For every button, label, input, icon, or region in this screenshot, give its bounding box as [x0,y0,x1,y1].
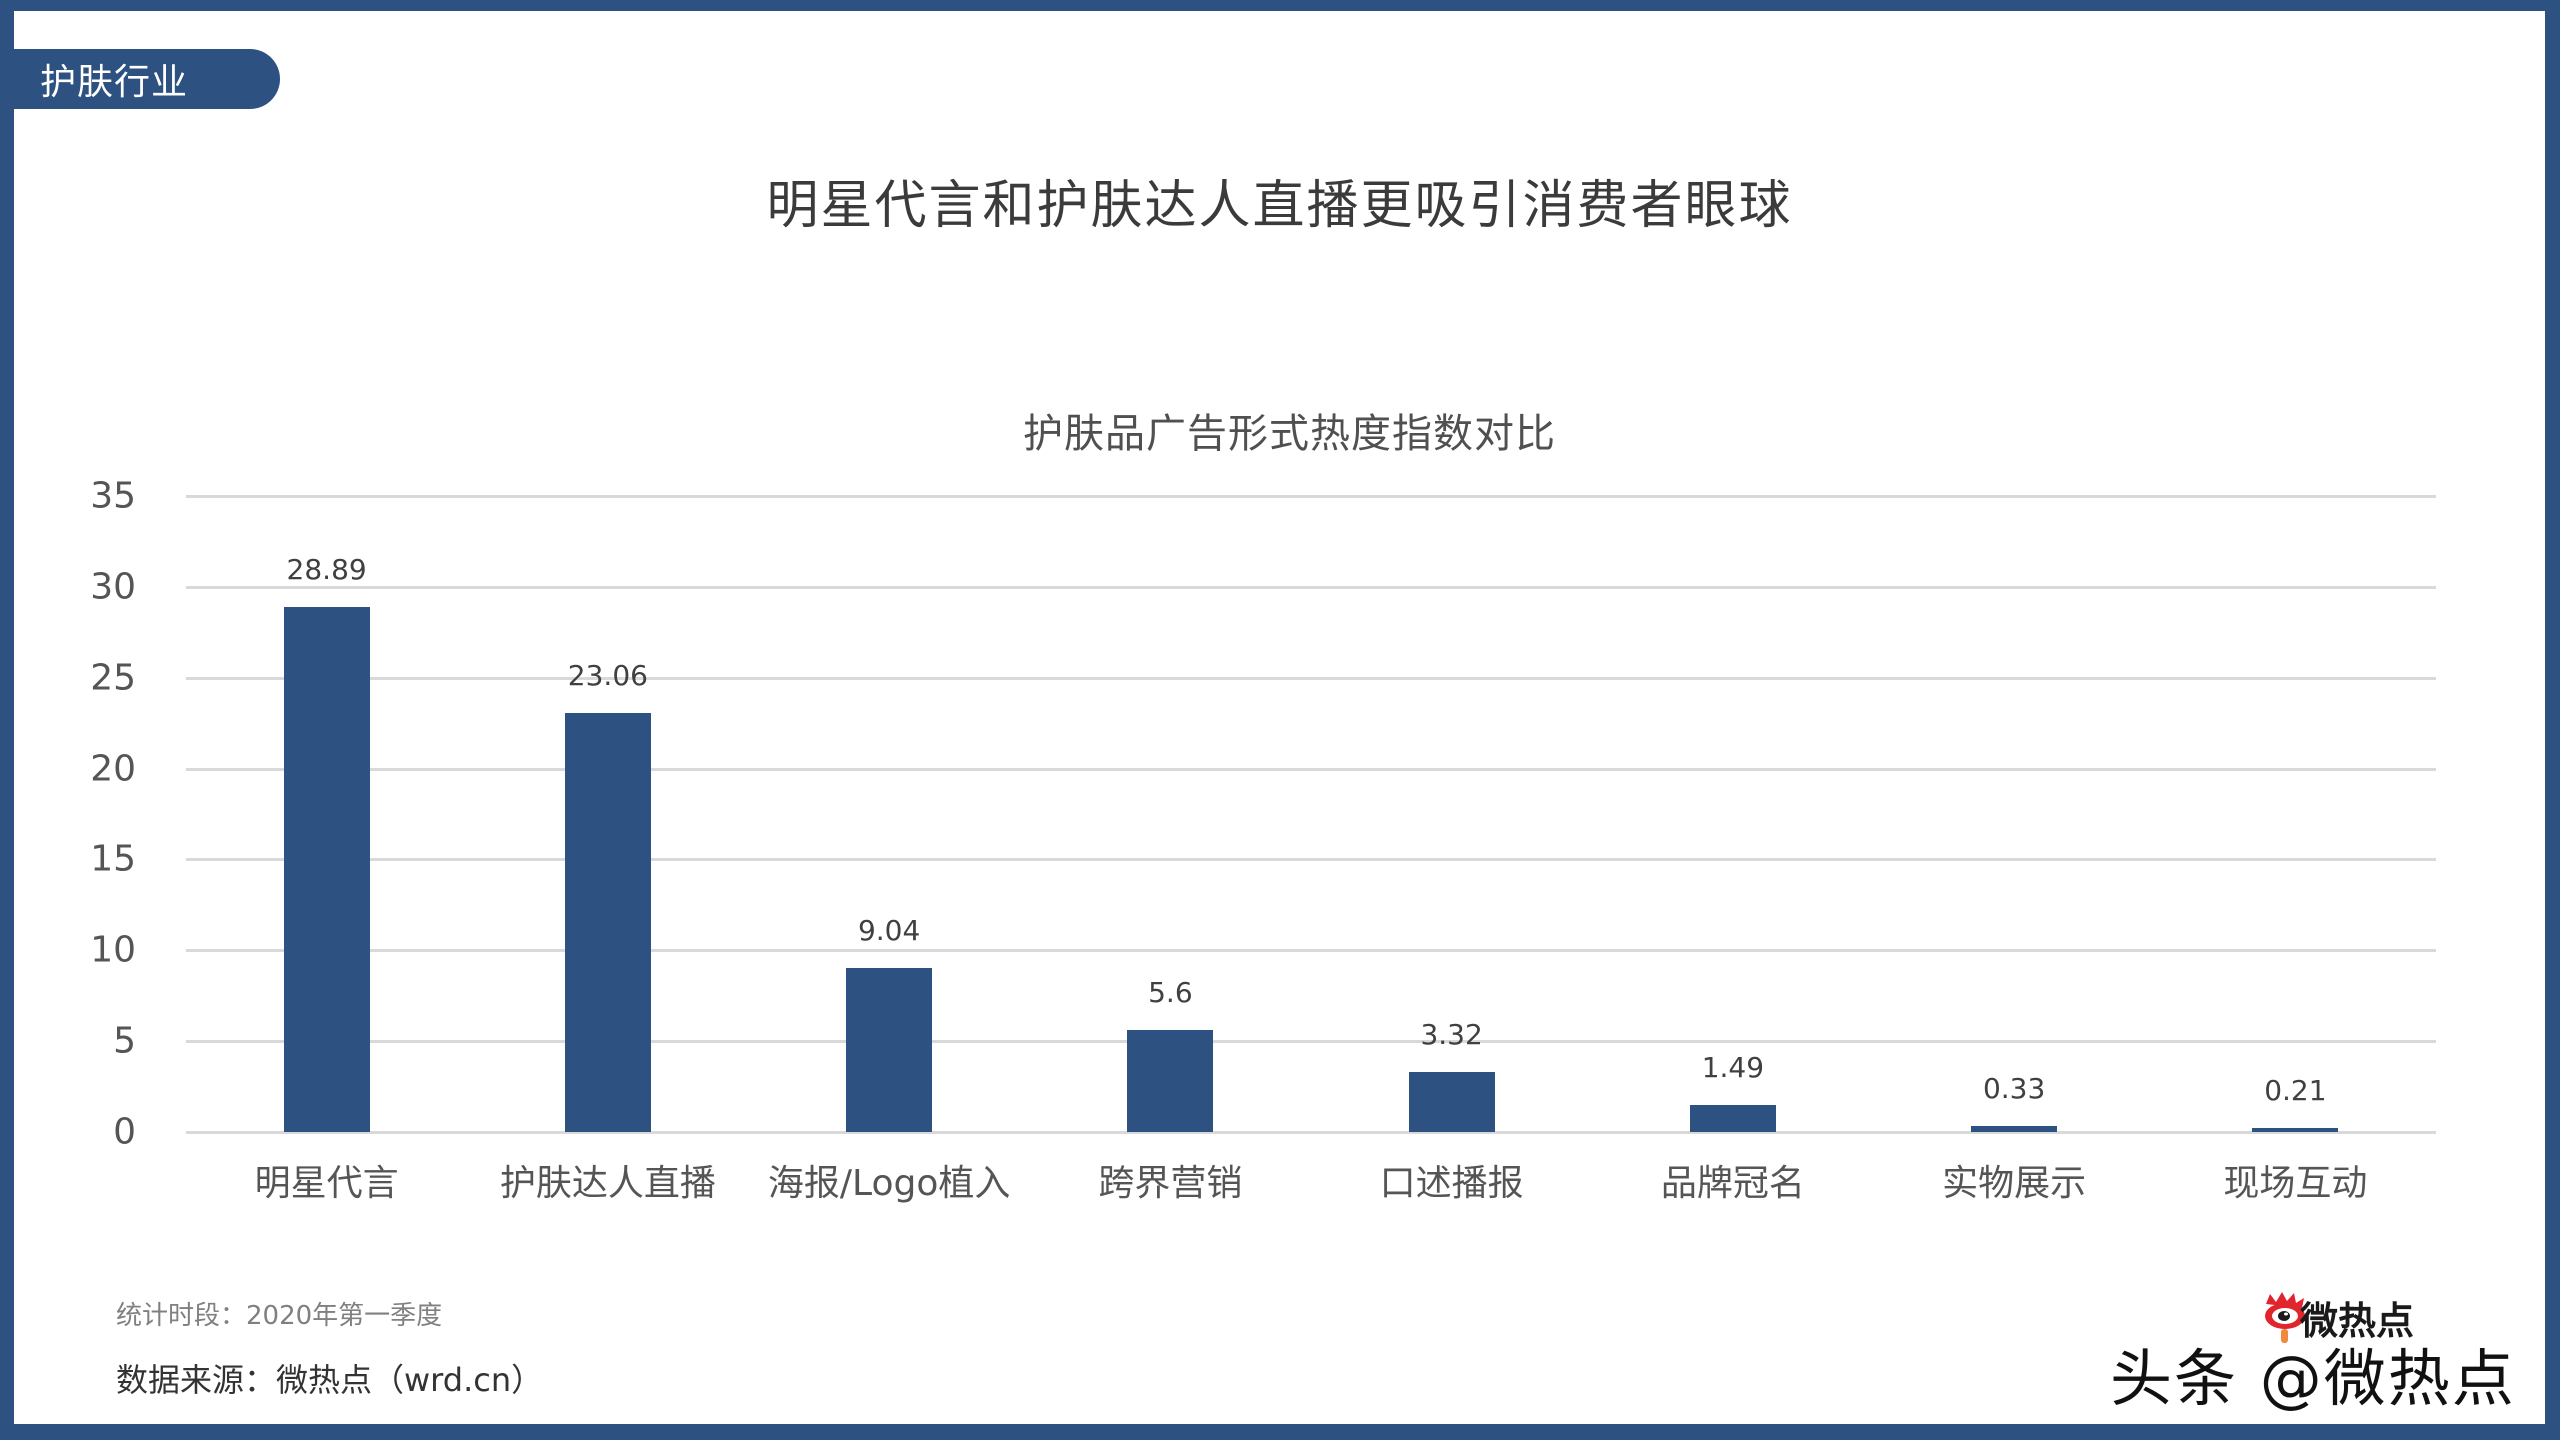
y-axis-tick-label: 5 [113,1020,136,1062]
y-axis-tick-label: 25 [90,657,136,699]
bar-value-label: 9.04 [857,913,921,947]
x-axis-category-label: 明星代言 [254,1163,399,1204]
x-axis-category-label: 跨界营销 [1098,1163,1243,1204]
x-axis-category-label: 海报/Logo植入 [767,1163,1011,1204]
bar-value-label: 0.33 [1982,1072,2046,1105]
watermark-overlay-text: 头条 @微热点 [2110,1342,2516,1415]
bar-value-label: 28.89 [286,553,367,587]
weibo-eye-icon [2265,1292,2305,1343]
bar [283,607,370,1132]
bar [1127,1030,1214,1132]
gridline [186,1040,2436,1044]
bar-value-label: 0.21 [2264,1074,2327,1108]
chart-title: 护肤品广告形式热度指数对比 [1023,411,1556,457]
page-title: 明星代言和护肤达人直播更吸引消费者眼球 [766,176,1793,236]
bar [1689,1104,1776,1132]
bar [1408,1071,1495,1132]
bar-value-label: 23.06 [567,658,648,692]
watermark-logo-text: 微热点 [2300,1299,2415,1343]
industry-tag: 护肤行业 [14,49,280,109]
x-axis-category-label: 实物展示 [1942,1163,2087,1204]
statistics-period: 统计时段：2020年第一季度 [116,1301,443,1331]
y-axis-tick-label: 30 [90,566,136,608]
bar-value-label: 1.49 [1701,1050,1765,1084]
y-axis-tick-label: 10 [90,929,136,971]
slide-frame: 护肤行业 明星代言和护肤达人直播更吸引消费者眼球 护肤品广告形式热度指数对比 0… [14,11,2545,1424]
bar [846,967,933,1132]
gridline [186,495,2436,498]
gridline [186,676,2436,680]
bar-value-label: 3.32 [1420,1017,1483,1051]
data-source: 数据来源：微热点（wrd.cn） [116,1361,544,1399]
bar [564,712,651,1132]
watermark: 微热点 头条 @微热点 [2100,1290,2520,1415]
bar-value-label: 5.6 [1148,976,1193,1010]
gridline [186,1131,2436,1134]
gridline [186,767,2436,771]
bar [2252,1128,2339,1132]
gridline [186,585,2436,589]
y-axis-tick-label: 15 [90,838,136,880]
y-axis-tick-label: 0 [113,1111,136,1153]
gridline [186,949,2436,953]
bar [1971,1126,2058,1132]
x-axis-category-label: 护肤达人直播 [499,1163,716,1204]
y-axis-tick-label: 35 [90,475,136,517]
industry-tag-label: 护肤行业 [40,62,189,103]
x-axis-category-label: 现场互动 [2223,1163,2368,1204]
bar-chart-plot: 0 5 10 15 20 25 30 35 28.89 明星代言 23.06 护肤达人直播 9.04 海报… [90,476,2436,1204]
x-axis-category-label: 品牌冠名 [1660,1163,1805,1204]
x-axis-category-label: 口述播报 [1379,1163,1524,1204]
y-axis-tick-label: 20 [90,748,136,790]
gridline [186,858,2436,862]
